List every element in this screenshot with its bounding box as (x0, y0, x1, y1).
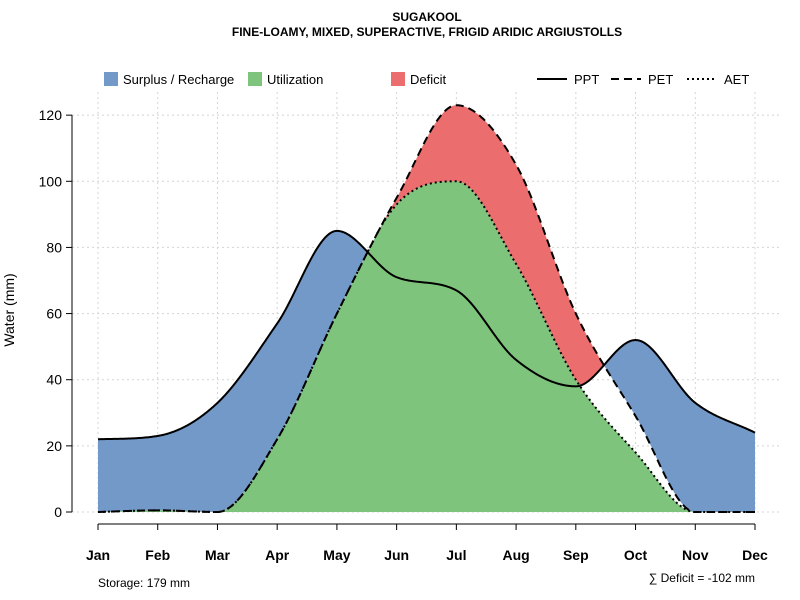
x-tick-label: Jul (446, 547, 466, 563)
areas (98, 105, 755, 513)
x-tick-label: Mar (205, 547, 230, 563)
y-axis-label: Water (mm) (1, 273, 17, 346)
legend: Surplus / Recharge Utilization Deficit P… (104, 72, 749, 87)
x-tick-label: Jun (384, 547, 409, 563)
legend-label-aet: AET (724, 72, 749, 87)
x-tick-label: Sep (563, 547, 589, 563)
x-tick-label: Apr (265, 547, 290, 563)
x-tick-label: May (323, 547, 350, 563)
legend-swatch-deficit (391, 72, 405, 86)
y-tick-label: 40 (46, 372, 62, 388)
x-tick-label: Aug (502, 547, 529, 563)
legend-label-pet: PET (648, 72, 673, 87)
y-tick-label: 20 (46, 438, 62, 454)
y-tick-label: 60 (46, 306, 62, 322)
axes: 0 20 40 60 80 100 120 Jan Feb Mar Apr May Jun Jul Aug S… (39, 107, 768, 563)
series-lines (97, 104, 756, 513)
storage-annotation: Storage: 179 mm (98, 576, 190, 590)
y-tick-label: 120 (39, 107, 63, 123)
legend-label-surplus: Surplus / Recharge (123, 72, 234, 87)
legend-label-deficit: Deficit (410, 72, 447, 87)
pet-line (97, 104, 755, 513)
surplus-recharge-area (98, 105, 755, 512)
aet-line (97, 180, 755, 513)
legend-swatch-utilization (248, 72, 262, 86)
chart-subtitle: FINE-LOAMY, MIXED, SUPERACTIVE, FRIGID A… (232, 25, 622, 39)
x-tick-label: Oct (624, 547, 648, 563)
legend-label-ppt: PPT (574, 72, 599, 87)
utilization-area (98, 181, 755, 513)
legend-swatch-surplus (104, 72, 118, 86)
y-tick-label: 100 (39, 173, 63, 189)
y-tick-label: 0 (54, 504, 62, 520)
y-tick-label: 80 (46, 239, 62, 255)
x-tick-label: Jan (86, 547, 110, 563)
deficit-annotation: ∑ Deficit = -102 mm (649, 571, 755, 585)
legend-label-utilization: Utilization (267, 72, 323, 87)
x-tick-label: Dec (742, 547, 768, 563)
x-tick-label: Feb (145, 547, 170, 563)
chart-title: SUGAKOOL (392, 10, 461, 24)
x-tick-label: Nov (682, 547, 709, 563)
ppt-line (97, 229, 756, 441)
